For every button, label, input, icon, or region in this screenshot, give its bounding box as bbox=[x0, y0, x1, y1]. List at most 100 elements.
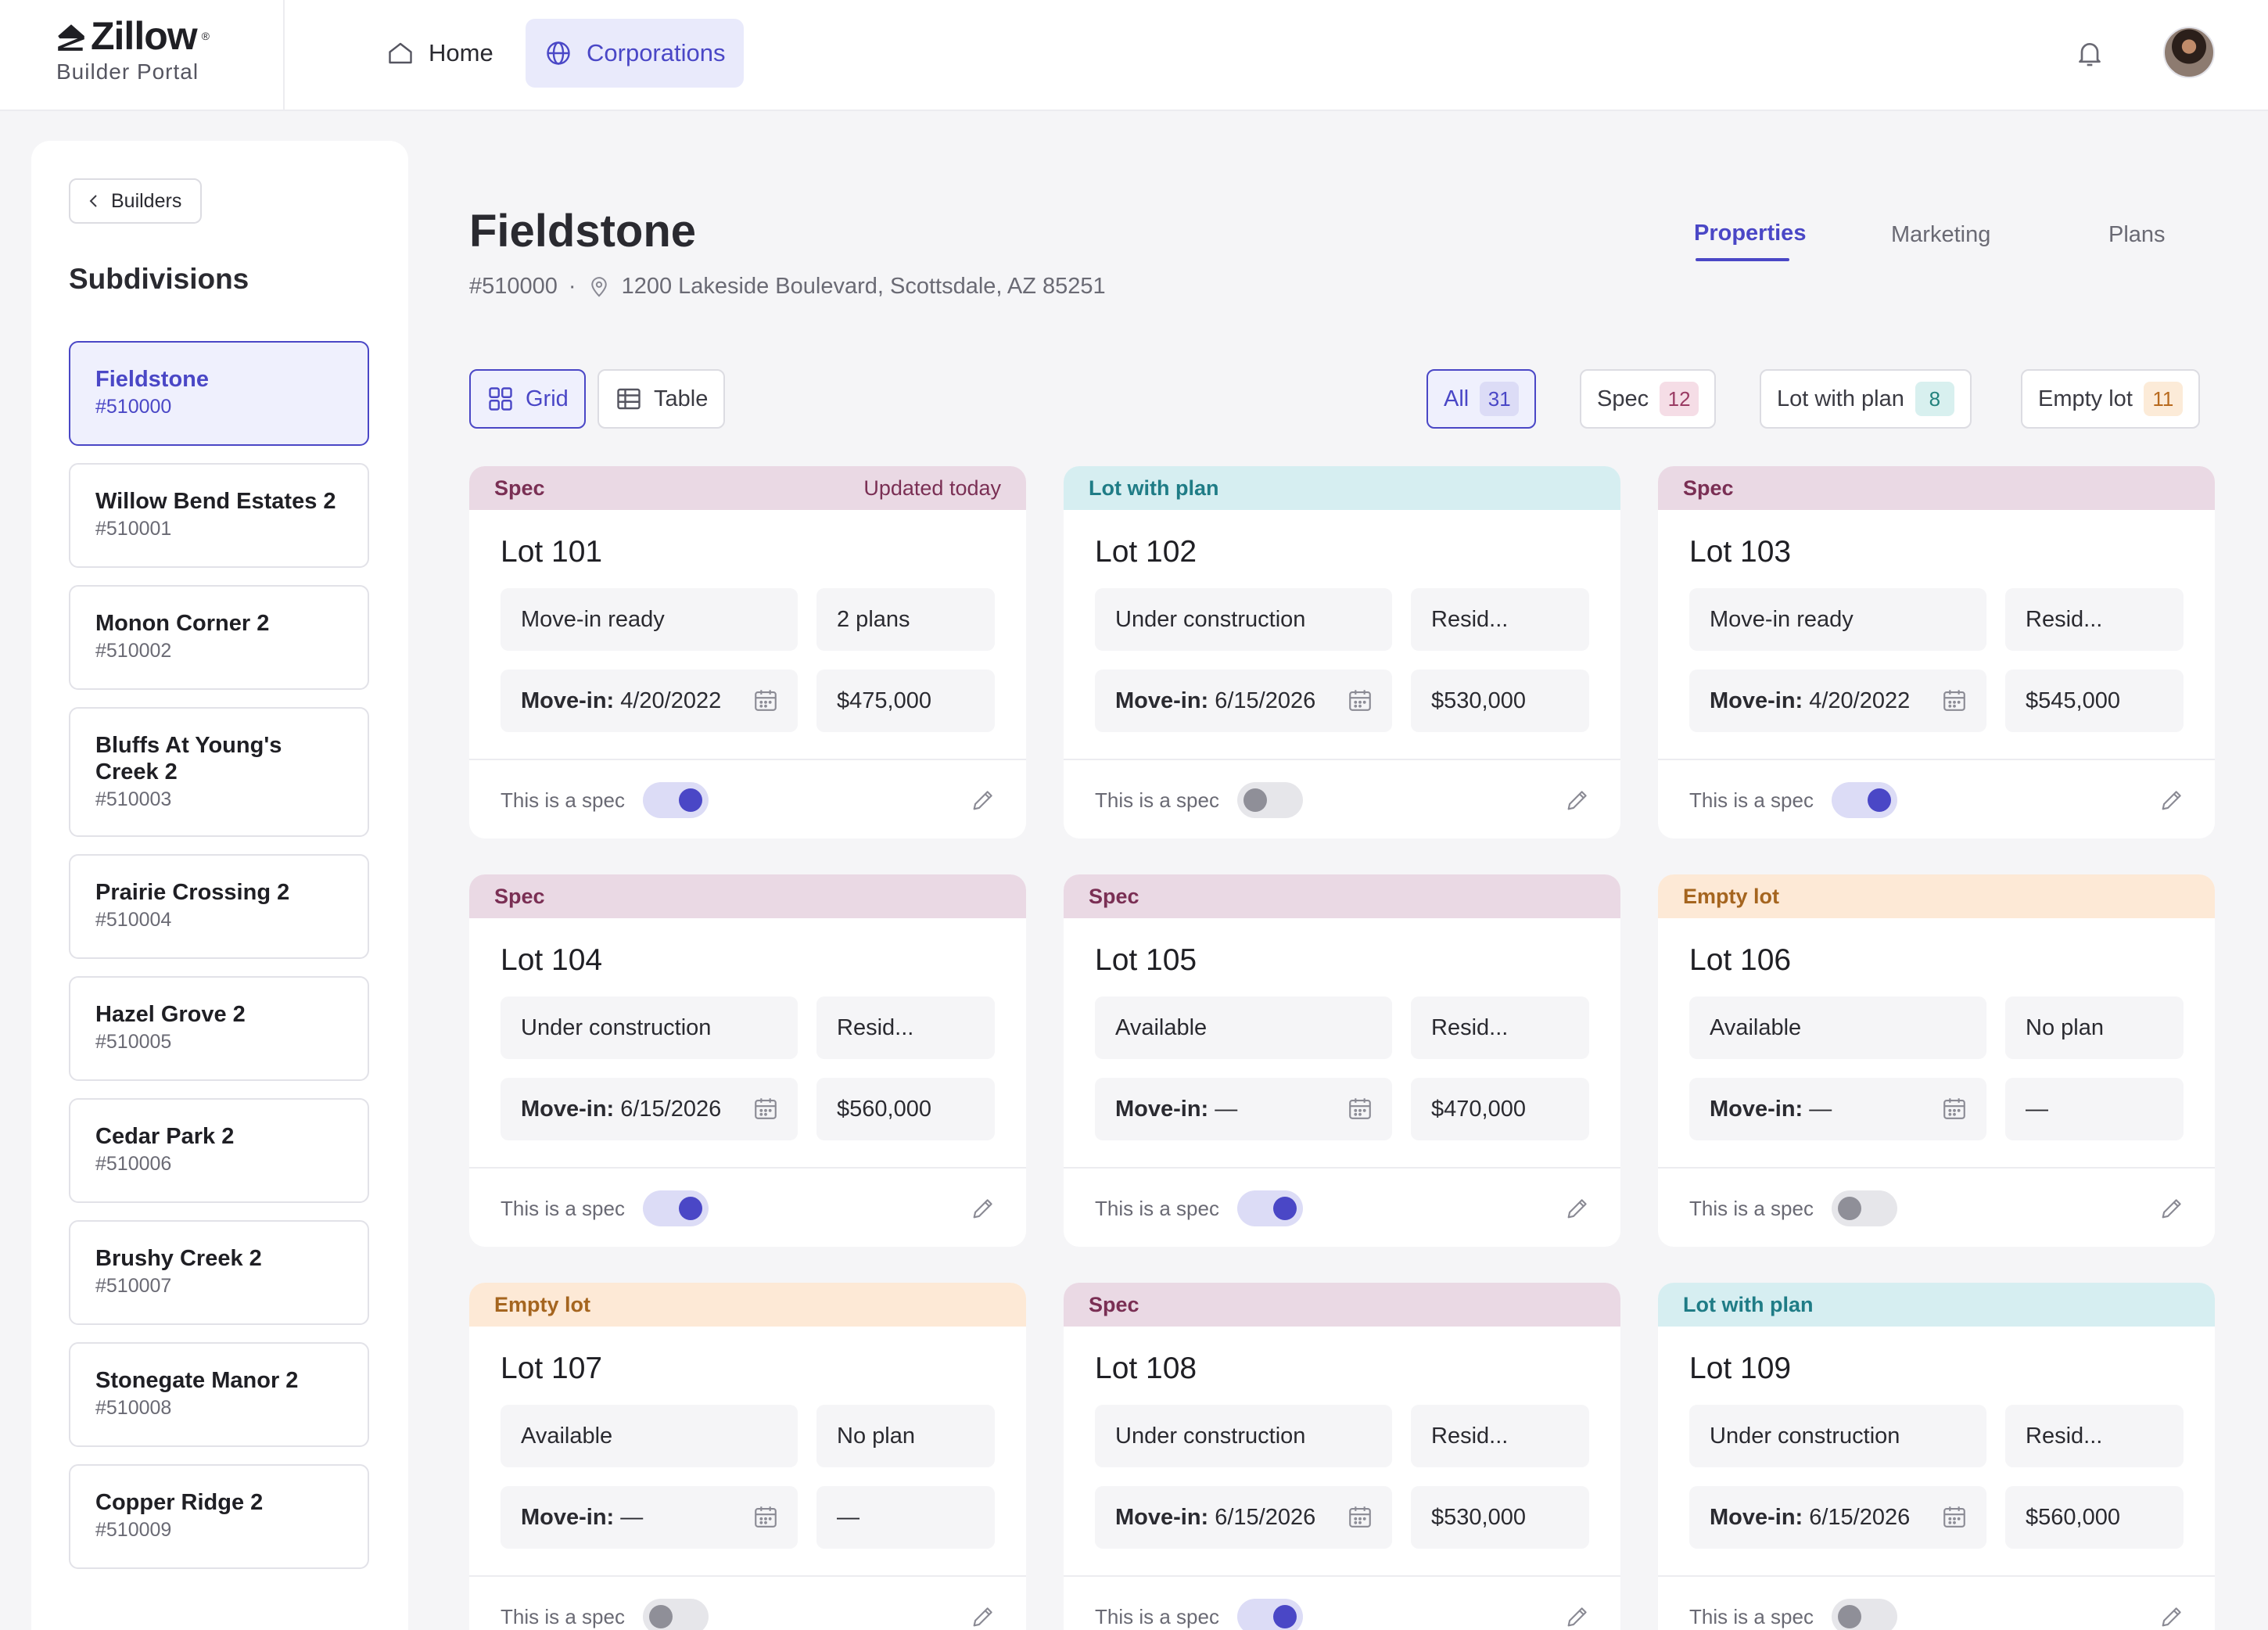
brand[interactable]: Zillow ® Builder Portal bbox=[0, 0, 285, 111]
lot-status-field[interactable]: Under construction bbox=[1095, 1405, 1392, 1467]
bell-icon[interactable] bbox=[2074, 38, 2105, 69]
spec-toggle[interactable] bbox=[1832, 1190, 1897, 1226]
move-in-date-field[interactable]: Move-in: — bbox=[1095, 1078, 1392, 1140]
calendar-icon[interactable] bbox=[1941, 687, 1968, 713]
edit-pencil-icon[interactable] bbox=[970, 1195, 996, 1222]
subdivision-item[interactable]: Cedar Park 2 #510006 bbox=[69, 1098, 369, 1203]
calendar-icon[interactable] bbox=[752, 1095, 779, 1122]
move-in-date-field[interactable]: Move-in: 4/20/2022 bbox=[501, 670, 798, 732]
spec-toggle[interactable] bbox=[1237, 1599, 1303, 1630]
lot-price-field[interactable]: $530,000 bbox=[1411, 1486, 1589, 1549]
lot-price-field[interactable]: $530,000 bbox=[1411, 670, 1589, 732]
spec-toggle[interactable] bbox=[643, 1599, 709, 1630]
calendar-icon[interactable] bbox=[752, 1503, 779, 1530]
filter-empty-lot[interactable]: Empty lot 11 bbox=[2021, 369, 2200, 429]
lot-price-field[interactable]: $560,000 bbox=[2005, 1486, 2184, 1549]
spec-toggle[interactable] bbox=[643, 782, 709, 818]
move-in-date-field[interactable]: Move-in: 4/20/2022 bbox=[1689, 670, 1986, 732]
tab-plans[interactable]: Plans bbox=[2108, 222, 2166, 247]
filter-spec[interactable]: Spec 12 bbox=[1580, 369, 1717, 429]
lot-price-field[interactable]: $545,000 bbox=[2005, 670, 2184, 732]
lot-status-field[interactable]: Under construction bbox=[501, 996, 798, 1059]
edit-pencil-icon[interactable] bbox=[1564, 787, 1591, 813]
spec-toggle[interactable] bbox=[1237, 782, 1303, 818]
subdivision-item[interactable]: Brushy Creek 2 #510007 bbox=[69, 1220, 369, 1325]
spec-toggle-label: This is a spec bbox=[1095, 788, 1219, 812]
lot-price-field[interactable]: $470,000 bbox=[1411, 1078, 1589, 1140]
lot-plan-field[interactable]: Resid... bbox=[1411, 996, 1589, 1059]
lot-price-field[interactable]: — bbox=[816, 1486, 995, 1549]
lot-status-field[interactable]: Under construction bbox=[1689, 1405, 1986, 1467]
tab-properties[interactable]: Properties bbox=[1694, 221, 1807, 246]
subdivision-item[interactable]: Bluffs At Young's Creek 2 #510003 bbox=[69, 707, 369, 837]
lot-status-field[interactable]: Under construction bbox=[1095, 588, 1392, 651]
move-in-date-field[interactable]: Move-in: 6/15/2026 bbox=[1689, 1486, 1986, 1549]
lot-price-field[interactable]: — bbox=[2005, 1078, 2184, 1140]
lot-status-field[interactable]: Available bbox=[1689, 996, 1986, 1059]
move-in-date: — bbox=[1215, 1096, 1238, 1122]
filter-all[interactable]: All 31 bbox=[1426, 369, 1537, 429]
lot-status-field[interactable]: Move-in ready bbox=[501, 588, 798, 651]
edit-pencil-icon[interactable] bbox=[1564, 1603, 1591, 1630]
lot-status-field[interactable]: Move-in ready bbox=[1689, 588, 1986, 651]
table-view-button[interactable]: Table bbox=[598, 369, 726, 429]
edit-pencil-icon[interactable] bbox=[970, 1603, 996, 1630]
lot-card[interactable]: Spec Lot 103 Move-in ready Resid... Move-in:… bbox=[1658, 466, 2215, 838]
subdivision-item[interactable]: Willow Bend Estates 2 #510001 bbox=[69, 463, 369, 568]
subdivision-item[interactable]: Hazel Grove 2 #510005 bbox=[69, 976, 369, 1081]
edit-pencil-icon[interactable] bbox=[970, 787, 996, 813]
subdivision-item[interactable]: Monon Corner 2 #510002 bbox=[69, 585, 369, 690]
lot-card[interactable]: Spec Lot 108 Under construction Resid... Mov… bbox=[1064, 1283, 1620, 1630]
nav-home[interactable]: Home bbox=[368, 19, 512, 88]
filter-lot-with-plan[interactable]: Lot with plan 8 bbox=[1760, 369, 1972, 429]
lot-plan-field[interactable]: Resid... bbox=[816, 996, 995, 1059]
move-in-date-field[interactable]: Move-in: — bbox=[501, 1486, 798, 1549]
subdivision-item[interactable]: Copper Ridge 2 #510009 bbox=[69, 1464, 369, 1569]
subdivision-item[interactable]: Prairie Crossing 2 #510004 bbox=[69, 854, 369, 959]
edit-pencil-icon[interactable] bbox=[2159, 787, 2185, 813]
lot-card[interactable]: Spec Lot 105 Available Resid... Move-in: — $47… bbox=[1064, 874, 1620, 1247]
move-in-date-field[interactable]: Move-in: 6/15/2026 bbox=[1095, 1486, 1392, 1549]
calendar-icon[interactable] bbox=[1941, 1095, 1968, 1122]
lot-plan-field[interactable]: No plan bbox=[2005, 996, 2184, 1059]
spec-toggle[interactable] bbox=[643, 1190, 709, 1226]
lot-card[interactable]: Lot with plan Lot 102 Under construction Re… bbox=[1064, 466, 1620, 838]
lot-status-field[interactable]: Available bbox=[1095, 996, 1392, 1059]
user-avatar[interactable] bbox=[2163, 27, 2215, 78]
move-in-date-field[interactable]: Move-in: 6/15/2026 bbox=[1095, 670, 1392, 732]
lot-plan-field[interactable]: Resid... bbox=[1411, 588, 1589, 651]
edit-pencil-icon[interactable] bbox=[2159, 1195, 2185, 1222]
edit-pencil-icon[interactable] bbox=[2159, 1603, 2185, 1630]
lot-plan-field[interactable]: Resid... bbox=[2005, 1405, 2184, 1467]
tab-marketing[interactable]: Marketing bbox=[1891, 222, 1991, 247]
calendar-icon[interactable] bbox=[1347, 1095, 1373, 1122]
spec-toggle[interactable] bbox=[1832, 782, 1897, 818]
calendar-icon[interactable] bbox=[1347, 1503, 1373, 1530]
grid-view-button[interactable]: Grid bbox=[469, 369, 586, 429]
calendar-icon[interactable] bbox=[1941, 1503, 1968, 1530]
lot-status-field[interactable]: Available bbox=[501, 1405, 798, 1467]
spec-toggle[interactable] bbox=[1832, 1599, 1897, 1630]
lot-plan-field[interactable]: Resid... bbox=[1411, 1405, 1589, 1467]
lot-card[interactable]: Spec Lot 104 Under construction Resid... Mov… bbox=[469, 874, 1026, 1247]
back-to-builders-button[interactable]: Builders bbox=[69, 178, 202, 224]
lot-plan-field[interactable]: No plan bbox=[816, 1405, 995, 1467]
subdivision-item[interactable]: Fieldstone #510000 bbox=[69, 341, 369, 446]
move-in-date-field[interactable]: Move-in: — bbox=[1689, 1078, 1986, 1140]
lot-card[interactable]: Lot with plan Lot 109 Under construction Re… bbox=[1658, 1283, 2215, 1630]
spec-toggle[interactable] bbox=[1237, 1190, 1303, 1226]
calendar-icon[interactable] bbox=[1347, 687, 1373, 713]
lot-card[interactable]: Spec Updated today Lot 101 Move-in ready 2 p… bbox=[469, 466, 1026, 838]
calendar-icon[interactable] bbox=[752, 687, 779, 713]
edit-pencil-icon[interactable] bbox=[1564, 1195, 1591, 1222]
lot-price-field[interactable]: $475,000 bbox=[816, 670, 995, 732]
lot-price-field[interactable]: $560,000 bbox=[816, 1078, 995, 1140]
nav-corporations[interactable]: Corporations bbox=[526, 19, 745, 88]
lot-card[interactable]: Empty lot Lot 106 Available No plan Move-in:… bbox=[1658, 874, 2215, 1247]
subdivision-item[interactable]: Stonegate Manor 2 #510008 bbox=[69, 1342, 369, 1447]
move-in-date-field[interactable]: Move-in: 6/15/2026 bbox=[501, 1078, 798, 1140]
lot-plan-field[interactable]: 2 plans bbox=[816, 588, 995, 651]
lot-card[interactable]: Empty lot Lot 107 Available No plan Move-in:… bbox=[469, 1283, 1026, 1630]
lot-plan-field[interactable]: Resid... bbox=[2005, 588, 2184, 651]
subdivision-number: #510001 bbox=[95, 518, 172, 540]
